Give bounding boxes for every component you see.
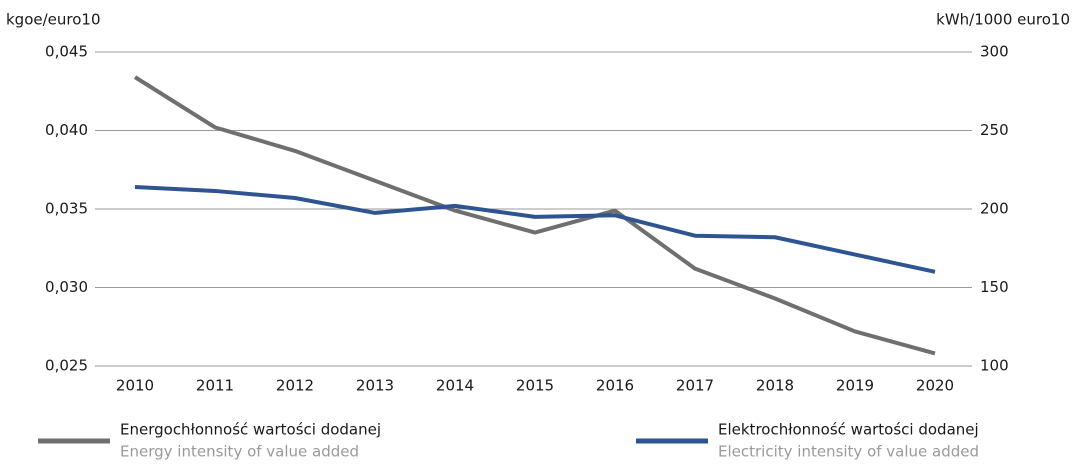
y-tick-label: 0,035: [45, 200, 88, 218]
x-tick-label: 2020: [916, 377, 954, 395]
x-tick-label: 2013: [356, 377, 394, 395]
y2-tick-label: 250: [980, 121, 1009, 139]
y2-tick-label: 200: [980, 200, 1009, 218]
y-tick-label: 0,025: [45, 357, 88, 375]
series-line: [134, 185, 936, 274]
y-axis-label: kgoe/euro10: [6, 11, 101, 29]
y2-tick-label: 150: [980, 278, 1009, 296]
x-tick-label: 2010: [116, 377, 154, 395]
x-tick-label: 2011: [196, 377, 234, 395]
x-tick-label: 2016: [596, 377, 634, 395]
legend-sublabel: Energy intensity of value added: [120, 443, 359, 461]
y-tick-label: 0,040: [45, 121, 88, 139]
series-line: [133, 75, 936, 356]
y-tick-label: 0,030: [45, 278, 88, 296]
x-tick-label: 2015: [516, 377, 554, 395]
y2-tick-label: 300: [980, 43, 1009, 61]
x-tick-label: 2019: [836, 377, 874, 395]
y2-axis-label: kWh/1000 euro10: [936, 11, 1070, 29]
legend-sublabel: Electricity intensity of value added: [718, 443, 979, 461]
y-tick-label: 0,045: [45, 43, 88, 61]
legend-label: Elektrochłonność wartości dodanej: [718, 421, 979, 439]
x-tick-label: 2017: [676, 377, 714, 395]
legend-label: Energochłonność wartości dodanej: [120, 421, 381, 439]
y2-tick-label: 100: [980, 357, 1009, 375]
x-tick-label: 2014: [436, 377, 474, 395]
x-tick-label: 2012: [276, 377, 314, 395]
x-tick-label: 2018: [756, 377, 794, 395]
